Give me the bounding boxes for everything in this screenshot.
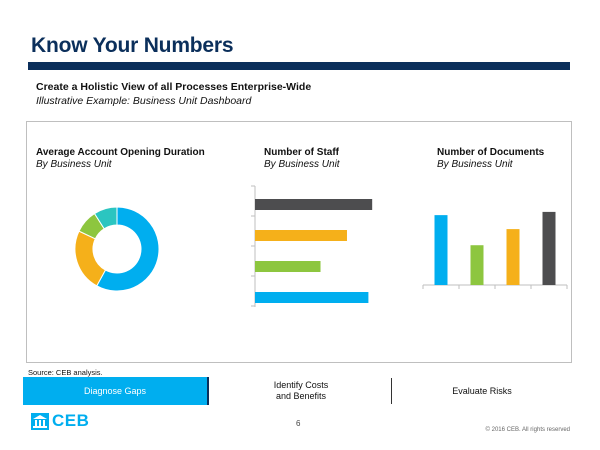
vbar [470, 245, 484, 285]
page-title: Know Your Numbers [31, 34, 234, 57]
donut-slice [74, 230, 107, 287]
step-diagnose-gaps[interactable]: Diagnose Gaps [23, 377, 209, 405]
ceb-logo: CEB [31, 411, 89, 431]
page-subtitle-italic: Illustrative Example: Business Unit Dash… [36, 95, 252, 107]
page-number: 6 [296, 419, 301, 428]
chart2-subtitle: By Business Unit [264, 159, 340, 170]
chart1-title: Average Account Opening Duration [36, 147, 205, 158]
page-subtitle: Create a Holistic View of all Processes … [36, 81, 312, 93]
donut-slice [93, 206, 118, 230]
step-identify-costs-label: Identify Costs and Benefits [273, 380, 329, 401]
donut-slice [96, 206, 160, 292]
copyright: © 2016 CEB. All rights reserved [485, 427, 570, 433]
chart1-subtitle: By Business Unit [36, 159, 112, 170]
dashboard-panel [26, 121, 572, 363]
building-icon [31, 412, 49, 430]
step-divider [391, 378, 392, 404]
hbar [255, 199, 373, 210]
chart3-title: Number of Documents [437, 147, 545, 158]
hbar [255, 261, 321, 272]
hbar [255, 230, 347, 241]
source-note: Source: CEB analysis. [28, 368, 103, 377]
title-rule [28, 62, 570, 70]
vbar [506, 229, 520, 285]
chart3-subtitle: By Business Unit [437, 159, 513, 170]
step-identify-costs[interactable]: Identify Costs and Benefits [210, 377, 392, 405]
vbar [434, 215, 448, 285]
chart2-title: Number of Staff [264, 147, 339, 158]
hbar [255, 292, 369, 303]
logo-text: CEB [52, 411, 90, 430]
step-evaluate-risks[interactable]: Evaluate Risks [452, 385, 512, 396]
vbar [542, 211, 556, 285]
